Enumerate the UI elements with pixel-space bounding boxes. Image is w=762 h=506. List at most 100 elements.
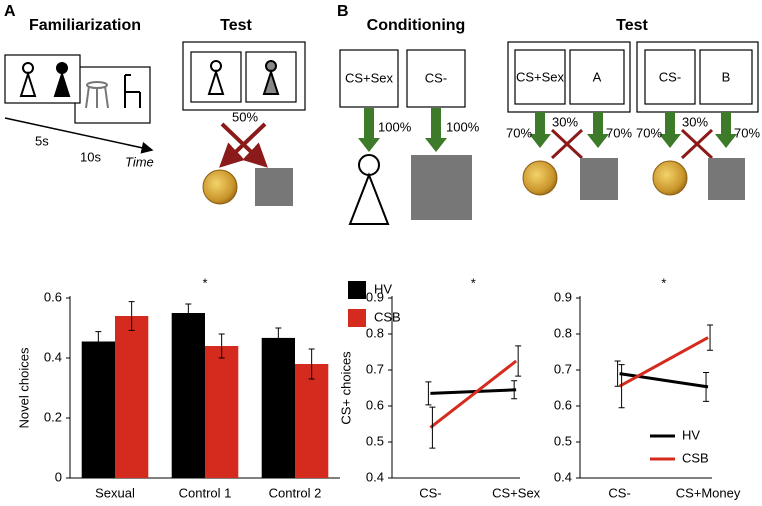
y-tick-label: 0.2 <box>44 409 62 424</box>
significance-star: * <box>661 275 666 290</box>
grey-square <box>708 158 745 200</box>
cs-label: CS+Sex <box>345 70 394 85</box>
y-tick-label: 0 <box>55 469 62 484</box>
bar <box>81 341 115 478</box>
person-icons <box>19 62 71 97</box>
probability: 100% <box>446 119 480 134</box>
x-tick-label: CS+Money <box>676 485 741 500</box>
choice-box <box>514 49 566 105</box>
y-tick-label: 0.4 <box>44 349 62 364</box>
time-label: 5s <box>35 133 49 148</box>
heading: Test <box>220 17 252 34</box>
y-tick-label: 0.7 <box>366 361 384 376</box>
probability: 50% <box>232 109 258 124</box>
coin-icon <box>522 160 558 196</box>
grey-square <box>411 155 472 220</box>
x-tick-label: Control 2 <box>269 485 322 500</box>
error-bar <box>707 324 714 351</box>
heading: Conditioning <box>367 17 466 34</box>
probability: 30% <box>682 114 708 129</box>
legend-label: CSB <box>682 450 709 465</box>
legend-swatch <box>348 281 366 299</box>
cs-label: CS- <box>425 70 447 85</box>
legend-label: CSB <box>374 309 401 324</box>
cross-arrows <box>219 122 268 168</box>
stool-icon <box>85 81 109 109</box>
error-bar <box>515 345 522 377</box>
time-arrow <box>4 117 154 154</box>
panel-letter: B <box>337 3 349 20</box>
probability: 70% <box>506 125 532 140</box>
green-arrows <box>529 112 737 148</box>
choice-box <box>644 49 696 105</box>
y-tick-label: 0.6 <box>366 397 384 412</box>
probability: 70% <box>606 125 632 140</box>
probability: 70% <box>734 125 760 140</box>
choice-box <box>569 49 625 105</box>
y-tick-label: 0.5 <box>554 433 572 448</box>
x-tick-label: Sexual <box>95 485 135 500</box>
legend-swatch <box>348 309 366 327</box>
green-arrows <box>358 108 447 152</box>
y-tick-label: 0.4 <box>554 469 572 484</box>
chair-icon <box>124 74 141 108</box>
panel-b: B Conditioning CS+Sex CS- 100% 100% Test… <box>337 3 760 225</box>
probability: 30% <box>552 114 578 129</box>
significance-star: * <box>471 275 476 290</box>
cs-label: A <box>593 69 602 84</box>
error-bar <box>275 327 282 349</box>
y-axis-label: CS+ choices <box>338 351 353 425</box>
y-tick-label: 0.6 <box>554 397 572 412</box>
grey-square <box>580 158 618 200</box>
x-tick-label: CS- <box>419 485 441 500</box>
cs-box <box>339 49 399 108</box>
y-tick-label: 0.8 <box>554 325 572 340</box>
error-bar <box>128 301 135 331</box>
panel-letter: A <box>4 3 16 20</box>
error-bar <box>95 331 102 352</box>
error-bar <box>429 406 436 449</box>
choice-box <box>699 49 753 105</box>
y-tick-label: 0.8 <box>366 325 384 340</box>
y-tick-label: 0.7 <box>554 361 572 376</box>
error-bar <box>618 364 625 409</box>
panel-a: A Familiarization 5s 10s Time Test 50% <box>4 3 306 206</box>
bar <box>115 316 149 478</box>
y-tick-label: 0.6 <box>44 289 62 304</box>
time-label: 10s <box>80 149 101 164</box>
legend-label: HV <box>374 281 392 296</box>
line <box>618 336 709 388</box>
cs-box <box>406 49 466 108</box>
bar <box>261 337 295 478</box>
heading: Test <box>616 17 648 34</box>
significance-star: * <box>202 275 207 290</box>
x-tick-label: CS+Sex <box>492 485 541 500</box>
probability: 70% <box>636 125 662 140</box>
x-tick-label: Control 1 <box>179 485 232 500</box>
error-bar <box>218 333 225 359</box>
y-tick-label: 0.5 <box>366 433 384 448</box>
y-tick-label: 0.9 <box>366 289 384 304</box>
cs-label: B <box>722 69 731 84</box>
time-label: Time <box>125 154 154 169</box>
line <box>429 359 518 429</box>
cs-label: CS- <box>659 69 681 84</box>
error-bar <box>425 381 432 406</box>
bar <box>171 313 205 478</box>
legend-label: HV <box>682 427 700 442</box>
bar <box>295 364 329 478</box>
y-axis-label: Novel choices <box>16 347 31 428</box>
cs-label: CS+Sex <box>516 69 565 84</box>
grey-square <box>255 168 293 206</box>
cross-arrows <box>550 128 714 160</box>
coin-icon <box>202 169 238 205</box>
error-bar <box>703 372 710 402</box>
line <box>430 388 517 395</box>
x-tick-label: CS- <box>608 485 630 500</box>
heading: Familiarization <box>29 17 141 34</box>
coin-icon <box>652 160 688 196</box>
error-bar <box>308 348 315 380</box>
person-icons <box>207 60 280 95</box>
line <box>619 372 709 389</box>
